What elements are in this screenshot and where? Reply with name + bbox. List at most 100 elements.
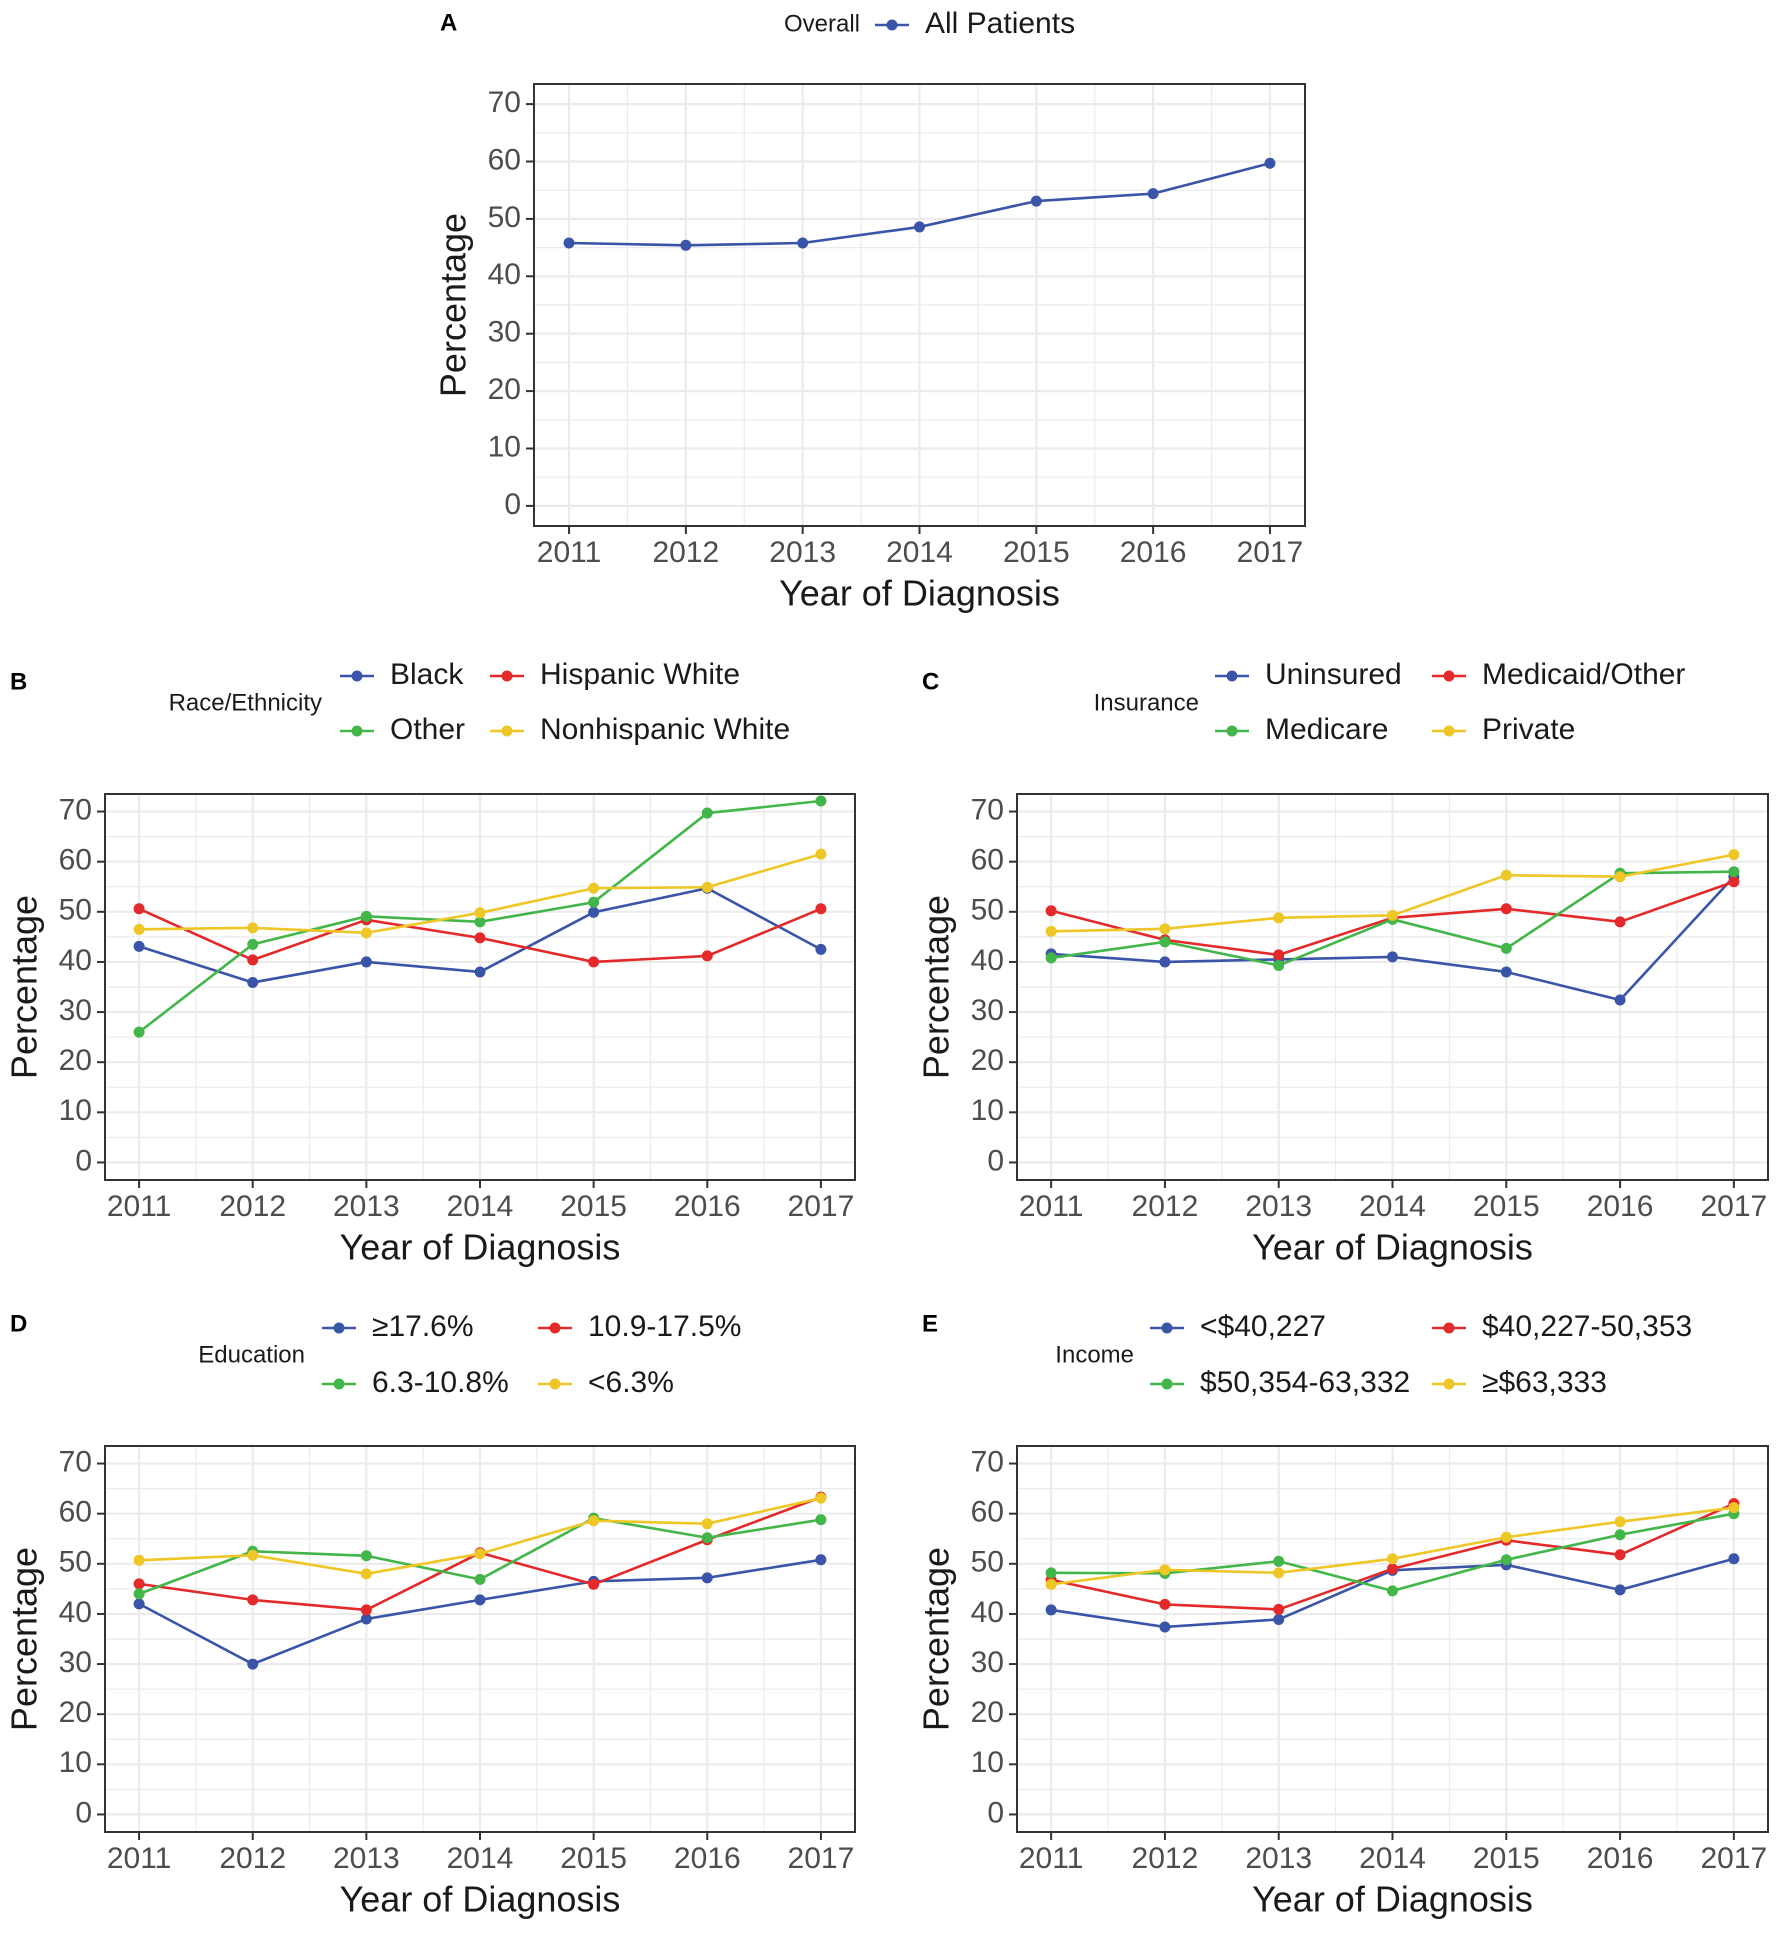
data-point-17-6 bbox=[815, 1554, 827, 1566]
y-tick-label: 30 bbox=[488, 316, 521, 349]
y-axis-title: Percentage bbox=[916, 1547, 957, 1731]
legend-label: Nonhispanic White bbox=[540, 713, 790, 746]
legend-item: All Patients bbox=[875, 7, 1075, 40]
grid bbox=[105, 794, 855, 1180]
panel-a: A 0 10 20 30 40 50 60 70 2011 2012 2013 2014 2015 2016… bbox=[433, 7, 1306, 614]
data-point-50-354-63-332 bbox=[1500, 1554, 1512, 1566]
x-tick-label: 2012 bbox=[1132, 1190, 1199, 1223]
series-group bbox=[133, 1491, 827, 1670]
series-group bbox=[133, 795, 827, 1038]
y-axis: 0 10 20 30 40 50 60 70 bbox=[59, 793, 105, 1177]
x-tick-label: 2015 bbox=[1473, 1190, 1540, 1223]
data-point-63-333 bbox=[1273, 1567, 1285, 1579]
panel-c: C 0 10 20 30 40 50 60 70 2011 2012 2013 2014 2015 2016… bbox=[916, 658, 1769, 1268]
data-point-40-227-50-353 bbox=[1159, 1598, 1171, 1610]
data-point-6-3 bbox=[701, 1518, 713, 1530]
data-point-private bbox=[1614, 871, 1626, 883]
y-tick-label: 0 bbox=[75, 1144, 92, 1177]
x-axis: 2011 2012 2013 2014 2015 2016 2017 bbox=[107, 1832, 854, 1875]
legend-key-point bbox=[501, 725, 513, 737]
x-tick-label: 2011 bbox=[537, 536, 602, 569]
legend-key-point bbox=[549, 1378, 561, 1390]
data-point-63-333 bbox=[1728, 1502, 1740, 1514]
data-point-medicaid-other bbox=[1500, 903, 1512, 915]
data-point-uninsured bbox=[1500, 966, 1512, 978]
data-point-other bbox=[360, 910, 372, 922]
data-point-all-patients bbox=[914, 221, 925, 233]
data-point-black bbox=[247, 976, 259, 988]
legend-item: Medicaid/Other bbox=[1432, 658, 1685, 691]
data-point-6-3-10-8 bbox=[474, 1573, 486, 1585]
x-tick-label: 2014 bbox=[886, 536, 953, 569]
y-axis-title: Percentage bbox=[4, 1547, 45, 1731]
legend-label: All Patients bbox=[925, 7, 1075, 40]
data-point-other bbox=[133, 1026, 145, 1038]
data-point-40-227-50-353 bbox=[1273, 1603, 1285, 1615]
data-point-63-333 bbox=[1045, 1578, 1057, 1590]
panel-letter: E bbox=[922, 1310, 938, 1337]
y-tick-label: 70 bbox=[59, 793, 92, 826]
grid bbox=[534, 84, 1305, 526]
x-tick-label: 2012 bbox=[1132, 1842, 1199, 1875]
data-point-50-354-63-332 bbox=[1273, 1555, 1285, 1567]
data-point-all-patients bbox=[1264, 157, 1276, 169]
data-point-all-patients bbox=[1147, 188, 1159, 200]
x-tick-label: 2011 bbox=[1019, 1842, 1084, 1875]
y-tick-label: 60 bbox=[971, 844, 1004, 877]
legend-title: Insurance bbox=[1094, 689, 1199, 716]
x-tick-label: 2014 bbox=[447, 1190, 514, 1223]
legend-label: Uninsured bbox=[1265, 658, 1402, 691]
x-tick-label: 2013 bbox=[769, 536, 836, 569]
x-tick-label: 2011 bbox=[107, 1842, 172, 1875]
data-point-other bbox=[588, 896, 600, 908]
data-point-40-227 bbox=[1614, 1584, 1626, 1596]
y-axis: 0 10 20 30 40 50 60 70 bbox=[59, 1445, 105, 1829]
x-tick-label: 2011 bbox=[1019, 1190, 1084, 1223]
y-tick-label: 50 bbox=[971, 1546, 1004, 1579]
y-tick-label: 70 bbox=[488, 86, 521, 119]
legend-title: Race/Ethnicity bbox=[169, 689, 322, 716]
data-point-10-9-17-5 bbox=[247, 1594, 259, 1606]
data-point-10-9-17-5 bbox=[360, 1604, 372, 1616]
y-tick-label: 30 bbox=[59, 1646, 92, 1679]
data-point-nonhispanic-white bbox=[247, 922, 259, 934]
data-point-black bbox=[588, 906, 600, 918]
legend-label: ≥17.6% bbox=[372, 1310, 474, 1343]
data-point-17-6 bbox=[474, 1594, 486, 1606]
y-tick-label: 70 bbox=[971, 1445, 1004, 1478]
data-point-10-9-17-5 bbox=[588, 1578, 600, 1590]
data-point-other bbox=[815, 795, 827, 807]
legend-key-point bbox=[351, 670, 363, 682]
legend-label: $50,354-63,332 bbox=[1200, 1366, 1410, 1399]
x-tick-label: 2014 bbox=[447, 1842, 514, 1875]
series-group bbox=[1045, 1498, 1740, 1633]
y-tick-label: 50 bbox=[488, 201, 521, 234]
legend-label: Black bbox=[390, 658, 464, 691]
y-tick-label: 60 bbox=[59, 844, 92, 877]
x-axis: 2011 2012 2013 2014 2015 2016 2017 bbox=[537, 526, 1303, 569]
panel-e: E 0 10 20 30 40 50 60 70 2011 2012 2013 2014 2015 2016… bbox=[916, 1310, 1769, 1920]
grid bbox=[105, 1446, 855, 1832]
data-point-nonhispanic-white bbox=[701, 881, 713, 893]
data-point-other bbox=[474, 916, 486, 928]
y-tick-label: 70 bbox=[971, 793, 1004, 826]
data-point-private bbox=[1728, 849, 1740, 861]
y-axis-title: Percentage bbox=[916, 895, 957, 1079]
panel-b: B 0 10 20 30 40 50 60 70 2011 2012 2013 2014 2015 2016… bbox=[4, 658, 856, 1268]
x-tick-label: 2013 bbox=[1245, 1842, 1312, 1875]
panel-letter: B bbox=[10, 668, 27, 695]
data-point-6-3 bbox=[474, 1548, 486, 1560]
legend-label: $40,227-50,353 bbox=[1482, 1310, 1692, 1343]
y-tick-label: 10 bbox=[59, 1094, 92, 1127]
x-tick-label: 2011 bbox=[107, 1190, 172, 1223]
legend: Education ≥17.6% 10.9-17.5% 6.3-10.8% <6.3% bbox=[198, 1310, 741, 1399]
legend-key-point bbox=[333, 1322, 345, 1334]
x-axis: 2011 2012 2013 2014 2015 2016 2017 bbox=[1019, 1832, 1767, 1875]
data-point-6-3-10-8 bbox=[133, 1588, 145, 1600]
legend-item: 6.3-10.8% bbox=[322, 1366, 509, 1399]
data-point-6-3-10-8 bbox=[360, 1550, 372, 1562]
data-point-black bbox=[474, 966, 486, 978]
data-point-black bbox=[133, 940, 145, 952]
legend: Income <$40,227 $40,227-50,353 $50,354-63,3… bbox=[1055, 1310, 1692, 1399]
x-tick-label: 2016 bbox=[674, 1842, 741, 1875]
